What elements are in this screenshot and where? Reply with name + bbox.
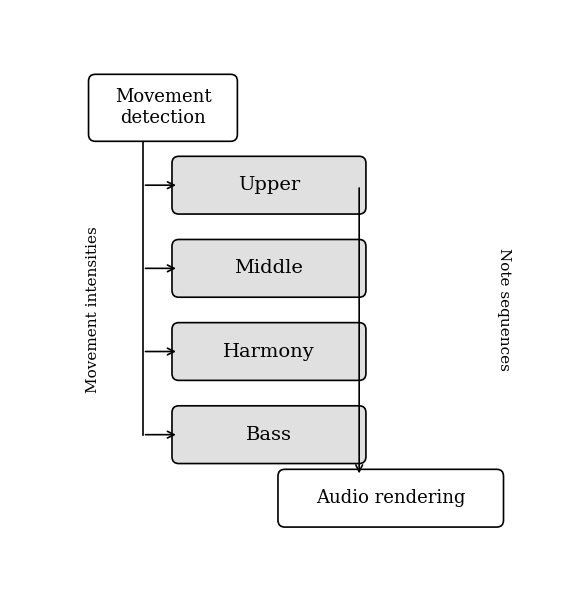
FancyBboxPatch shape xyxy=(172,406,366,464)
FancyBboxPatch shape xyxy=(88,74,237,141)
FancyBboxPatch shape xyxy=(172,157,366,214)
Text: Movement intensities: Movement intensities xyxy=(86,227,100,394)
Text: Audio rendering: Audio rendering xyxy=(316,489,466,507)
Text: Bass: Bass xyxy=(246,425,292,443)
Text: Harmony: Harmony xyxy=(223,343,315,361)
Text: Middle: Middle xyxy=(235,259,303,277)
Text: Note sequences: Note sequences xyxy=(496,248,510,371)
Text: Upper: Upper xyxy=(238,176,300,194)
Text: Movement
detection: Movement detection xyxy=(115,88,211,127)
FancyBboxPatch shape xyxy=(172,323,366,380)
FancyBboxPatch shape xyxy=(278,469,503,527)
FancyBboxPatch shape xyxy=(172,239,366,297)
